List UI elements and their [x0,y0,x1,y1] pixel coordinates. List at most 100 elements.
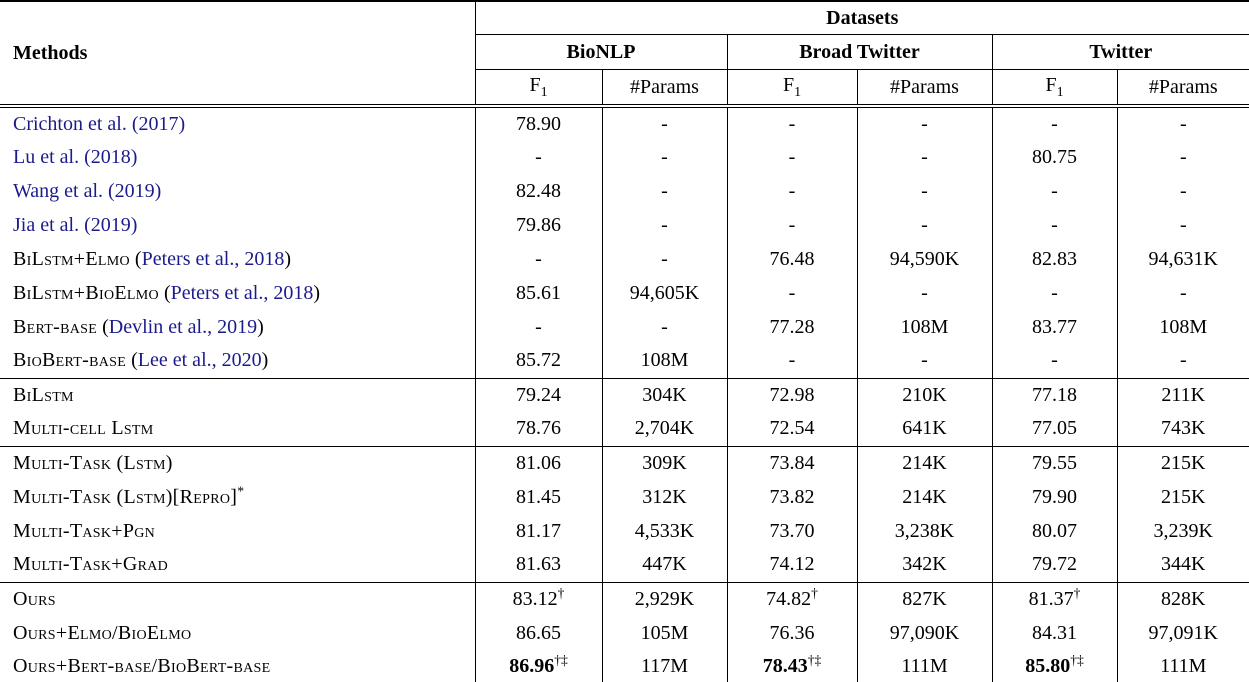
method-cell: BiLstm+BioElmo (Peters et al., 2018) [0,276,476,310]
f1-column-header: F1 [474,69,602,108]
f1-value-cell: 76.36 [726,616,857,650]
f1-value-cell: 78.43†‡ [726,650,857,682]
method-cell: Jia et al. (2019) [0,208,476,242]
f1-value-cell: 72.54 [726,412,857,446]
f1-value-cell: 77.18 [991,378,1117,412]
table-row: Multi-Task+Pgn 81.17 4,533K 73.70 3,238K 80.0… [0,514,1249,548]
f1-value-cell: 77.05 [991,412,1117,446]
params-value-cell: 94,590K [856,242,992,276]
params-column-header: #Params [856,69,992,108]
params-value-cell: 111M [1116,650,1249,682]
f1-value-cell: 78.76 [474,412,602,446]
params-value-cell: 4,533K [601,514,727,548]
citation-link[interactable]: Lee et al., 2020 [137,349,262,372]
f1-value-cell: 79.72 [991,548,1117,582]
params-value-cell: 447K [601,548,727,582]
f1-value-cell: - [474,310,602,344]
table-section-0: Crichton et al. (2017) 78.90- - - - - Lu et al… [0,106,1249,378]
datasets-header: Datasets [475,1,1249,35]
method-name: Multi-Task (Lstm) [13,451,173,474]
table-row: Multi-Task+Grad 81.63 447K 74.12 342K 79.72 34… [0,548,1249,582]
params-value-cell: 342K [856,548,992,582]
params-value-cell: 117M [601,650,727,682]
f1-value-cell: 82.83 [991,242,1117,276]
params-value-cell: 111M [856,650,992,682]
method-cell: Bert-base (Devlin et al., 2019) [0,310,476,344]
params-value-cell: 743K [1116,412,1249,446]
params-column-header: #Params [601,69,727,108]
table-row: BiLstm 79.24 304K 72.98 210K 77.18 211K [0,378,1249,412]
f1-value-cell: 81.17 [474,514,602,548]
method-name: Ours+Bert-base/BioBert-base [13,655,271,677]
f1-value-cell: - [991,174,1117,208]
params-value-cell: - [856,276,992,310]
f1-value-cell: 76.48 [726,242,857,276]
method-name: BiLstm [13,383,74,406]
metric-value: 86.96 [509,655,555,677]
metric-value: 85.80 [1025,655,1071,677]
params-value-cell: 210K [856,378,992,412]
group-header-bionlp: BioNLP [474,34,727,70]
f1-value-cell: 79.90 [991,480,1117,514]
method-cell: Crichton et al. (2017) [0,106,476,140]
params-value-cell: 215K [1116,480,1249,514]
f1-value-cell: 79.24 [474,378,602,412]
params-value-cell: 215K [1116,446,1249,480]
f1-value-cell: 85.72 [474,344,602,378]
table-section-1: BiLstm 79.24 304K 72.98 210K 77.18 211K Multi-c… [0,378,1249,446]
params-value-cell: 97,091K [1116,616,1249,650]
f1-value-cell: 86.96†‡ [474,650,602,682]
params-value-cell: 108M [601,344,727,378]
f1-value-cell: - [474,140,602,174]
params-value-cell: 108M [1116,310,1249,344]
table-row: Bert-base (Devlin et al., 2019) - -77.28 10… [0,310,1249,344]
f1-value-cell: 81.45 [474,480,602,514]
f1-value-cell: 79.86 [474,208,602,242]
citation-link[interactable]: Wang et al. (2019) [13,179,162,202]
header-row-datasets: Methods Datasets [0,1,1249,108]
significance-marker: † [1073,585,1081,601]
table-row: Lu et al. (2018) - - - -80.75- [0,140,1249,174]
citation-link[interactable]: Crichton et al. (2017) [13,112,186,135]
params-value-cell: - [601,242,727,276]
params-value-cell: - [856,140,992,174]
table-section-2: Multi-Task (Lstm) 81.06 309K 73.84 214K 79.55… [0,446,1249,582]
method-cell: Multi-Task (Lstm)[Repro]* [0,480,476,514]
params-value-cell: - [601,140,727,174]
table-row: Multi-cell Lstm 78.76 2,704K 72.54 641K 77.05… [0,412,1249,446]
metric-value: 74.82 [766,587,812,610]
params-value-cell: 641K [856,412,992,446]
params-value-cell: - [1116,276,1249,310]
citation-link[interactable]: Peters et al., 2018 [141,247,285,270]
citation-link[interactable]: Devlin et al., 2019 [108,315,258,338]
citation-link[interactable]: Jia et al. (2019) [13,213,138,236]
group-header-broad-twitter: Broad Twitter [726,34,992,70]
significance-marker: †‡ [807,652,822,668]
params-value-cell: 211K [1116,378,1249,412]
f1-value-cell: - [726,106,857,140]
params-value-cell: - [1116,208,1249,242]
params-value-cell: 2,929K [601,582,727,616]
params-value-cell: - [601,106,727,140]
f1-label: F [1045,73,1057,96]
table-row: Wang et al. (2019) 82.48- - - - - [0,174,1249,208]
f1-value-cell: - [474,242,602,276]
params-value-cell: - [601,208,727,242]
group-header-twitter: Twitter [991,34,1249,70]
params-value-cell: - [601,174,727,208]
metric-value: 83.12 [512,587,558,610]
params-value-cell: 214K [856,480,992,514]
method-cell: BiLstm [0,378,476,412]
method-name: BioBert-base [13,349,127,372]
params-value-cell: 312K [601,480,727,514]
method-cell: Wang et al. (2019) [0,174,476,208]
f1-subscript: 1 [540,84,548,100]
params-value-cell: 94,605K [601,276,727,310]
f1-value-cell: - [726,276,857,310]
f1-value-cell: - [726,344,857,378]
citation-link[interactable]: Lu et al. (2018) [13,145,138,168]
table-row: BiLstm+Elmo (Peters et al., 2018) - -76.48… [0,242,1249,276]
citation-link[interactable]: Peters et al., 2018 [170,281,314,304]
f1-value-cell: 80.07 [991,514,1117,548]
